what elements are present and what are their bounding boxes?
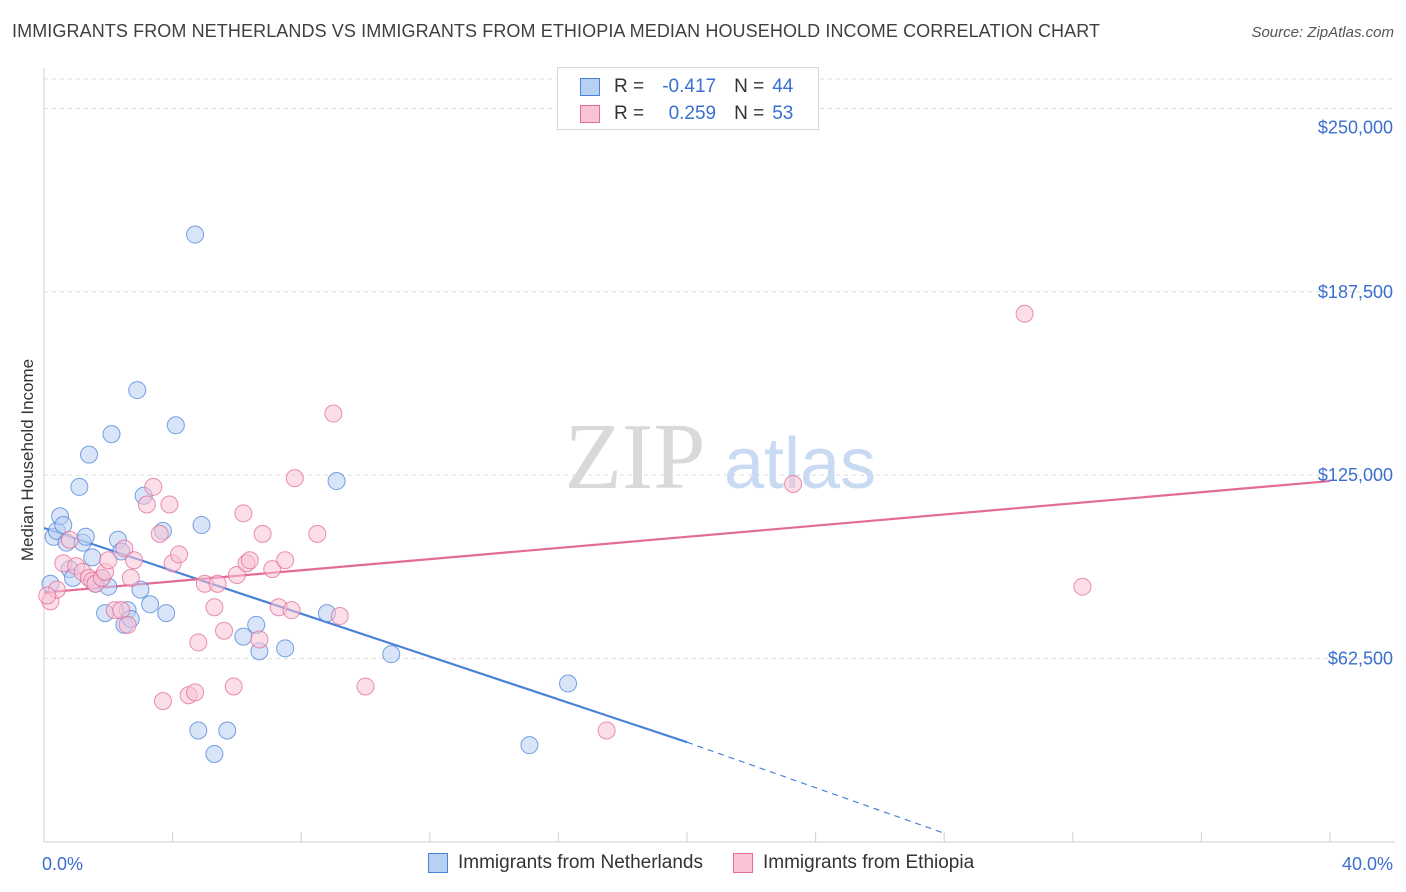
trend-lines: [43, 479, 1331, 834]
ethiopia-swatch: [580, 105, 600, 123]
legend-item-ethiopia[interactable]: Immigrants from Ethiopia: [732, 852, 975, 874]
netherlands-point: [192, 516, 211, 535]
ethiopia-legend-label: Immigrants from Ethiopia: [762, 852, 975, 873]
ethiopia-legend-swatch: [732, 853, 753, 873]
ethiopia-point: [234, 504, 253, 523]
correlation-legend: R = -0.417 N = 44 R = 0.259 N = 53: [557, 67, 819, 130]
ethiopia-point: [282, 601, 301, 620]
ethiopia-trend-line: [43, 479, 1331, 594]
legend-item-netherlands[interactable]: Immigrants from Netherlands: [428, 852, 703, 874]
ethiopia-point: [253, 524, 272, 543]
r-label: R =: [614, 76, 645, 97]
ethiopia-point: [99, 551, 118, 570]
ethiopia-point: [60, 530, 79, 549]
netherlands-point: [166, 416, 185, 435]
ethiopia-point: [250, 630, 269, 649]
data-points: [38, 225, 1092, 763]
ethiopia-point: [784, 474, 803, 493]
ethiopia-point: [356, 677, 375, 696]
netherlands-point: [157, 604, 176, 623]
series-legend: Immigrants from Netherlands Immigrants f…: [428, 852, 1004, 874]
netherlands-point: [276, 639, 295, 658]
netherlands-point: [234, 627, 253, 646]
ethiopia-point: [240, 551, 259, 570]
netherlands-point: [70, 477, 89, 496]
netherlands-point: [76, 527, 95, 546]
ethiopia-point: [308, 524, 327, 543]
ethiopia-point: [150, 524, 169, 543]
netherlands-point: [102, 425, 121, 444]
ethiopia-point: [330, 607, 349, 626]
netherlands-point: [520, 736, 539, 755]
ethiopia-point: [1015, 304, 1034, 323]
y-axis-title: Median Household Income: [18, 359, 37, 561]
axis-labels: $62,500 $125,000 $187,500 $250,000 0.0% 40.0%…: [18, 117, 1393, 874]
y-tick-label: $62,500: [1328, 649, 1393, 669]
netherlands-trend-extension: [686, 741, 945, 834]
ethiopia-point: [227, 565, 246, 584]
ethiopia-point: [144, 477, 163, 496]
netherlands-point: [559, 674, 578, 693]
watermark-atlas: atlas: [724, 424, 876, 504]
netherlands-swatch: [580, 78, 600, 96]
y-tick-label: $125,000: [1318, 465, 1393, 485]
ethiopia-point: [205, 598, 224, 617]
n-label: N =: [734, 76, 765, 97]
netherlands-point: [327, 472, 346, 491]
y-tick-label: $250,000: [1318, 117, 1393, 137]
ethiopia-point: [324, 404, 343, 423]
ethiopia-point: [170, 545, 189, 564]
netherlands-point: [382, 645, 401, 664]
ethiopia-point: [186, 683, 205, 702]
watermark: ZIP atlas: [565, 405, 877, 509]
ethiopia-point: [153, 692, 172, 711]
ethiopia-point: [224, 677, 243, 696]
x-tick-label: 40.0%: [1342, 854, 1393, 874]
ethiopia-point: [208, 574, 227, 593]
netherlands-point: [131, 580, 150, 599]
ethiopia-point: [115, 539, 134, 558]
ethiopia-point: [597, 721, 616, 740]
legend-row-netherlands: R = -0.417 N = 44: [580, 75, 793, 99]
netherlands-n-value: 44: [772, 76, 794, 97]
ethiopia-point: [125, 551, 144, 570]
ethiopia-point: [263, 560, 282, 579]
ethiopia-point: [118, 615, 137, 634]
ethiopia-point: [121, 568, 140, 587]
y-tick-label: $187,500: [1318, 282, 1393, 302]
netherlands-point: [189, 721, 208, 740]
ethiopia-point: [285, 469, 304, 488]
netherlands-point: [80, 445, 99, 464]
netherlands-legend-label: Immigrants from Netherlands: [458, 852, 703, 873]
source-credit: Source: ZipAtlas.com: [1251, 24, 1394, 41]
ethiopia-n-value: 53: [772, 103, 794, 124]
r-label: R =: [614, 103, 645, 124]
chart-title: IMMIGRANTS FROM NETHERLANDS VS IMMIGRANT…: [12, 21, 1101, 41]
netherlands-trend-line: [43, 526, 688, 744]
axes: [43, 68, 1395, 843]
ethiopia-point: [215, 621, 234, 640]
netherlands-point: [247, 615, 266, 634]
ethiopia-point: [276, 551, 295, 570]
legend-row-ethiopia: R = 0.259 N = 53: [580, 102, 793, 126]
netherlands-point: [205, 744, 224, 763]
ethiopia-point: [137, 495, 156, 514]
ethiopia-point: [189, 633, 208, 652]
netherlands-legend-swatch: [428, 853, 448, 873]
netherlands-point: [128, 381, 147, 400]
n-label: N =: [734, 103, 765, 124]
netherlands-point: [83, 548, 102, 567]
ethiopia-point: [160, 495, 179, 514]
ethiopia-point: [38, 586, 57, 605]
x-tick-label: 0.0%: [42, 854, 83, 874]
ethiopia-point: [1073, 577, 1092, 596]
watermark-zip: ZIP: [565, 405, 706, 509]
netherlands-point: [186, 225, 205, 244]
netherlands-r-value: -0.417: [662, 76, 717, 97]
netherlands-point: [141, 595, 160, 614]
ethiopia-r-value: 0.259: [668, 103, 717, 124]
netherlands-point: [218, 721, 237, 740]
